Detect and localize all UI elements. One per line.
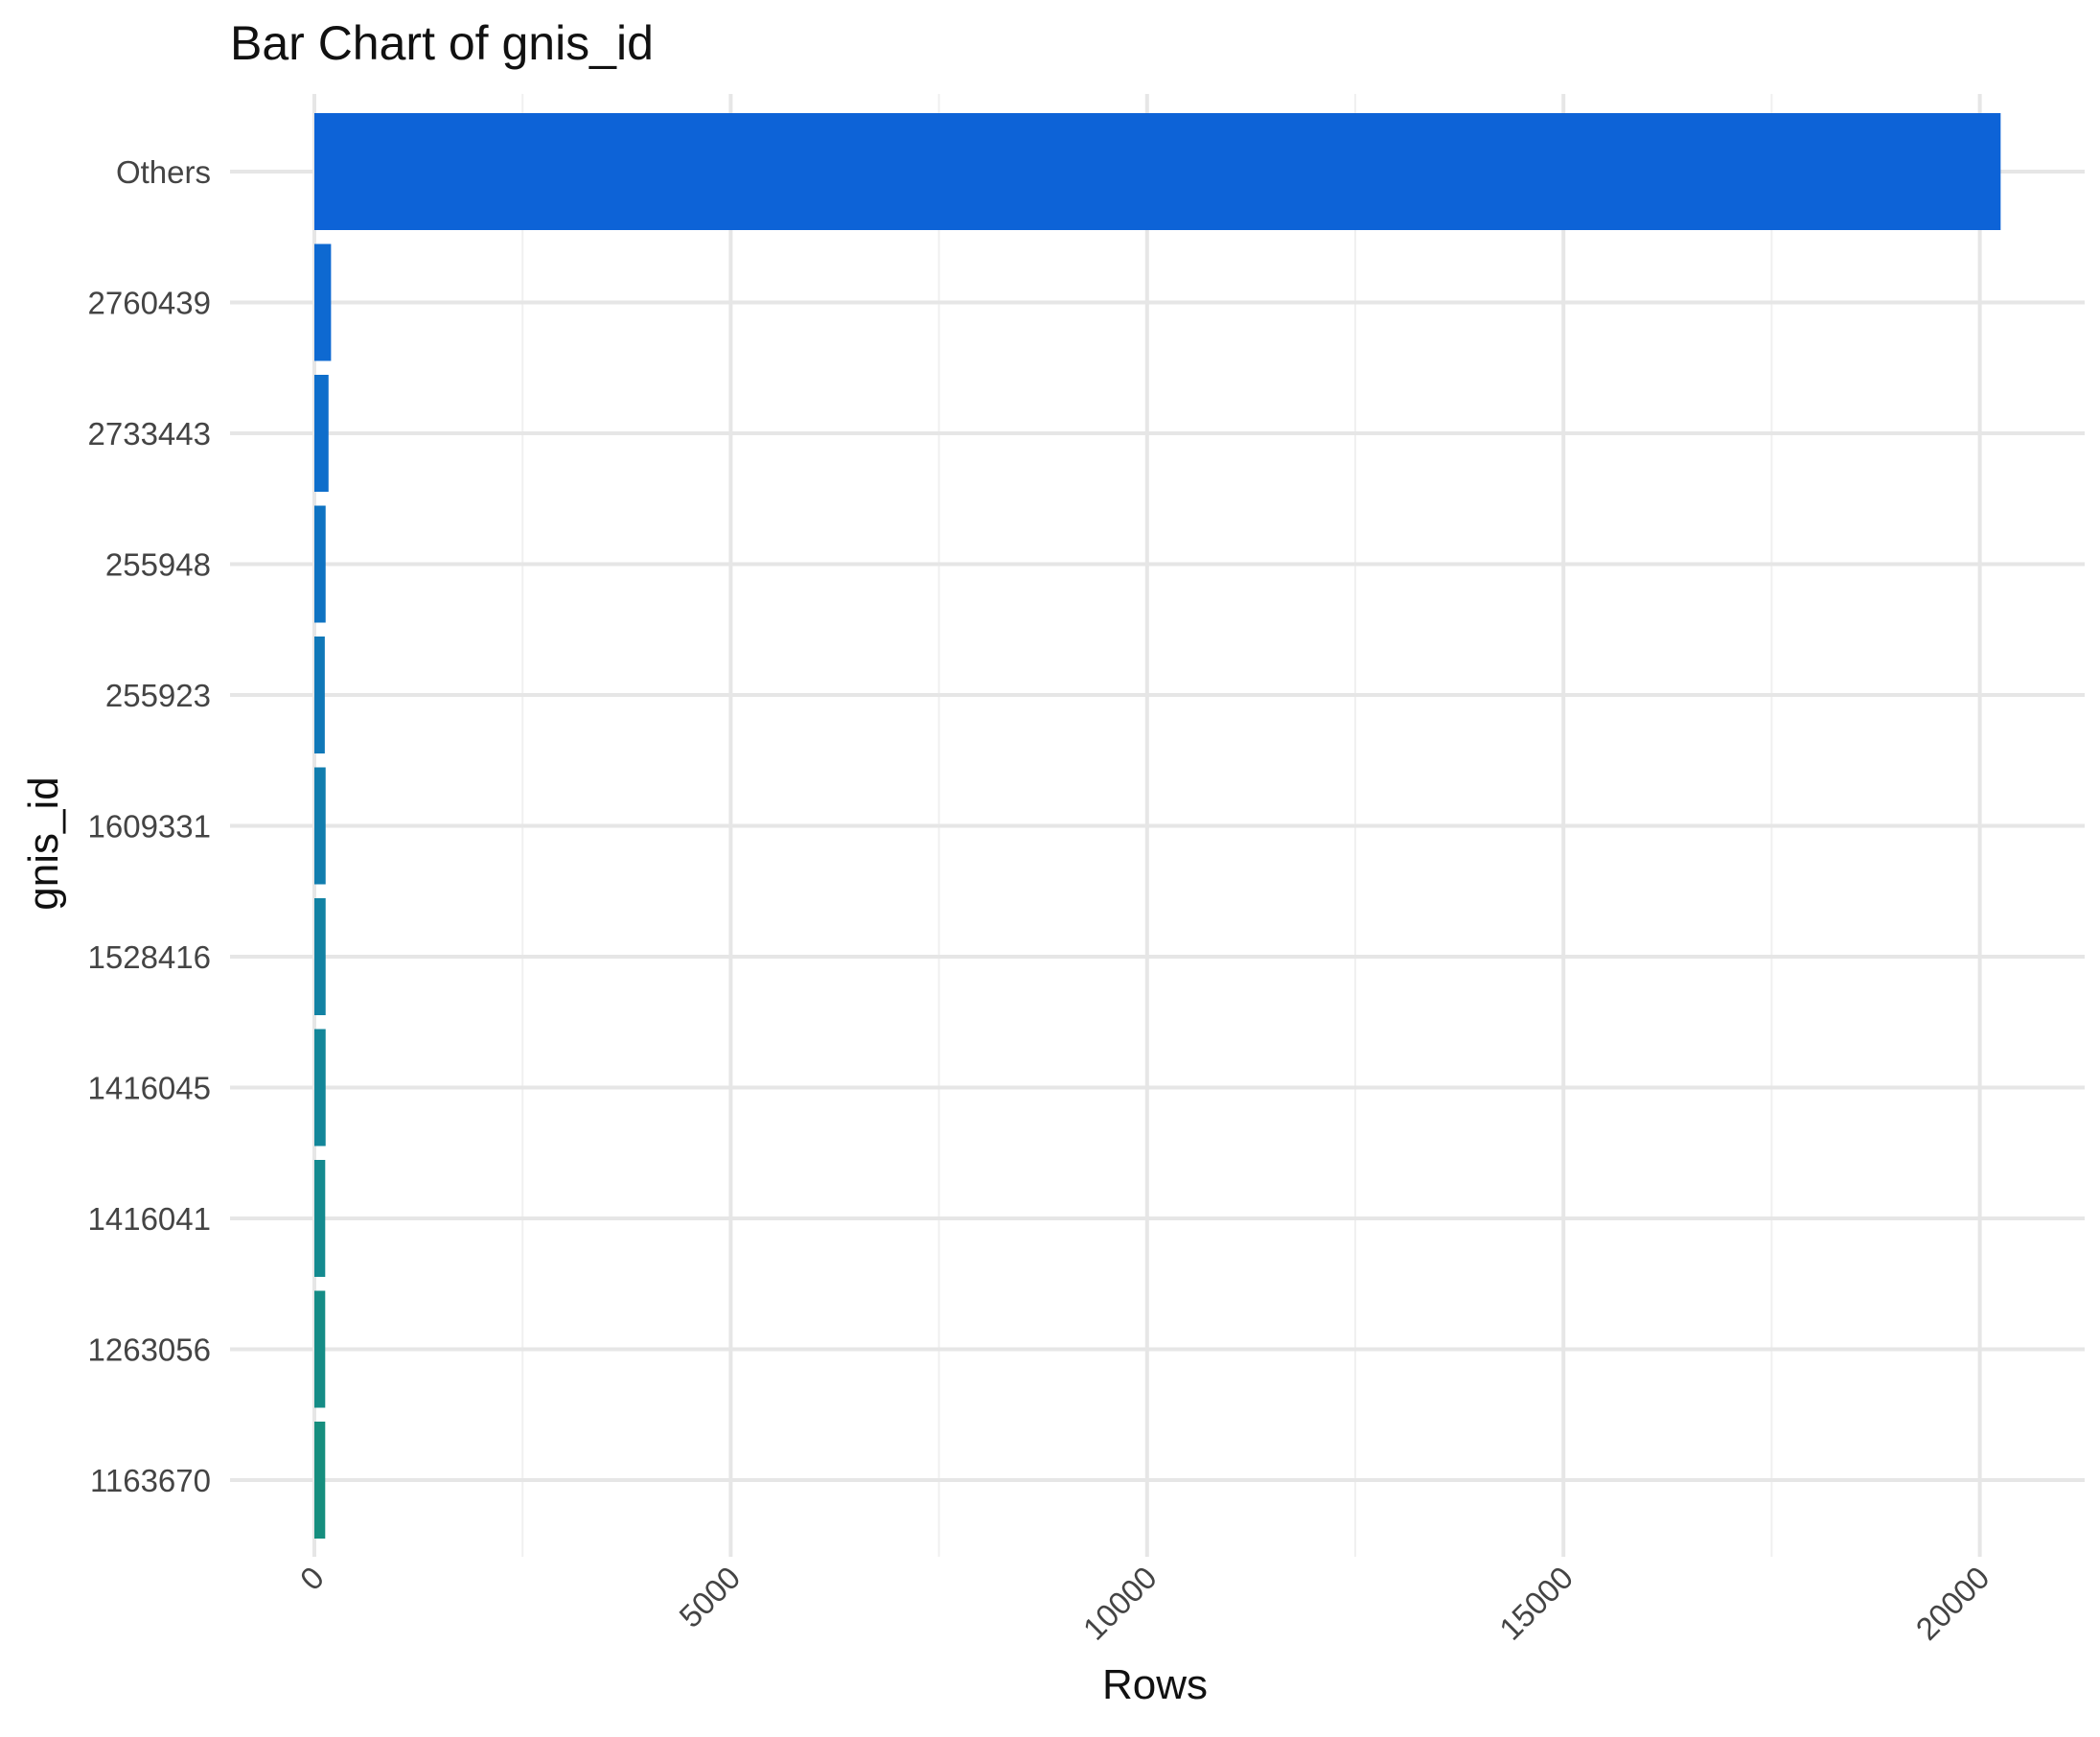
y-tick-label: 1163670 <box>90 1463 211 1498</box>
y-tick-label: 1263056 <box>88 1332 211 1368</box>
chart-title: Bar Chart of gnis_id <box>230 16 654 70</box>
bar-2760439 <box>314 243 332 361</box>
y-tick-label: 255923 <box>105 678 211 713</box>
y-tick-label: 2760439 <box>88 286 211 321</box>
x-tick-label: 20000 <box>1908 1560 1996 1647</box>
x-tick-label: 15000 <box>1492 1560 1580 1647</box>
y-tick-label: 1416045 <box>88 1071 211 1106</box>
x-tick-label: 0 <box>293 1560 331 1597</box>
x-tick-label: 10000 <box>1076 1560 1164 1647</box>
x-axis-title: Rows <box>1102 1661 1208 1708</box>
y-axis-title: gnis_id <box>20 776 67 910</box>
bar-1263056 <box>314 1290 326 1408</box>
y-axis-ticks: Others 2760439 2733443 255948 255923 1609331 1… <box>88 154 211 1498</box>
x-tick-label: 5000 <box>672 1560 747 1634</box>
y-tick-label: 2733443 <box>88 416 211 452</box>
y-tick-label: 1528416 <box>88 939 211 975</box>
bar-1528416 <box>314 898 326 1015</box>
bar-2733443 <box>314 375 329 492</box>
grid <box>230 94 2085 1557</box>
y-tick-label: Others <box>116 154 211 190</box>
bar-1416045 <box>314 1029 326 1146</box>
y-tick-label: 1416041 <box>88 1201 211 1237</box>
bar-255948 <box>314 505 326 623</box>
bar-1416041 <box>314 1160 326 1277</box>
bar-1609331 <box>314 767 326 885</box>
bars <box>314 113 2001 1539</box>
bar-1163670 <box>314 1422 326 1539</box>
y-tick-label: 255948 <box>105 547 211 583</box>
bar-Others <box>314 113 2001 230</box>
x-axis-ticks: 0 5000 10000 15000 20000 <box>293 1560 1996 1647</box>
y-tick-label: 1609331 <box>88 809 211 845</box>
bar-255923 <box>314 637 325 753</box>
